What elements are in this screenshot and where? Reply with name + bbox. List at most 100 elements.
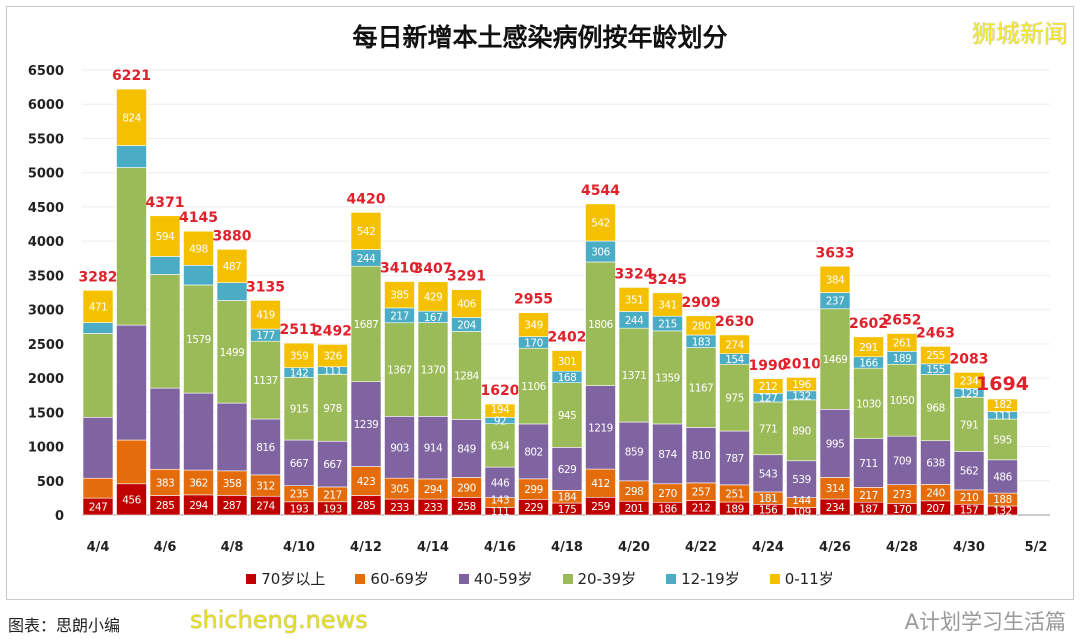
- segment-label: 539: [792, 474, 811, 486]
- bar-segment: [551, 382, 583, 448]
- segment-label: 667: [290, 458, 309, 470]
- segment-label: 193: [323, 503, 342, 515]
- legend-swatch: [666, 573, 677, 584]
- legend-swatch: [458, 573, 469, 584]
- segment-label: 157: [960, 505, 979, 517]
- bar-segment: [685, 347, 717, 428]
- segment-label: 240: [926, 488, 945, 500]
- segment-label: 168: [558, 372, 577, 384]
- bar-segment: [618, 327, 650, 423]
- segment-label: 810: [692, 450, 711, 462]
- segment-label: 144: [792, 495, 811, 507]
- bar-segment: [652, 423, 683, 485]
- bar-segment: [384, 281, 415, 309]
- segment-label: 634: [491, 440, 510, 452]
- segment-label: 234: [960, 375, 979, 387]
- segment-label: 201: [625, 503, 644, 515]
- bar-segment: [116, 439, 147, 485]
- bar-segment: [518, 347, 549, 425]
- segment-label: 874: [658, 449, 677, 461]
- segment-label: 183: [692, 336, 711, 348]
- segment-label: 358: [223, 478, 242, 490]
- bar-segment: [82, 322, 114, 334]
- bar-segment: [183, 230, 214, 266]
- y-tick-label: 2500: [28, 338, 64, 353]
- bar-segment: [585, 468, 616, 498]
- bar-segment: [116, 145, 147, 168]
- segment-label: 542: [591, 217, 610, 229]
- bar-segment: [417, 281, 449, 312]
- bar-segment: [116, 324, 147, 441]
- segment-label: 486: [993, 471, 1012, 483]
- y-tick-label: 4000: [28, 235, 64, 250]
- legend-item: 0-11岁: [769, 568, 834, 589]
- segment-label: 771: [759, 423, 778, 435]
- segment-label: 204: [457, 319, 476, 331]
- total-label: 2511: [280, 322, 319, 338]
- segment-label: 255: [926, 350, 945, 362]
- segment-label: 217: [859, 490, 878, 502]
- total-label: 2492: [313, 323, 352, 339]
- bar-segment: [484, 403, 516, 418]
- segment-label: 791: [960, 419, 979, 431]
- segment-label: 188: [993, 494, 1012, 506]
- total-label: 2630: [715, 314, 754, 330]
- segment-label: 406: [457, 299, 476, 311]
- segment-label: 186: [658, 504, 677, 516]
- segment-label: 446: [491, 477, 510, 489]
- bar-segment: [484, 466, 516, 498]
- segment-label: 326: [323, 351, 342, 363]
- x-tick-label: 4/16: [484, 540, 516, 555]
- x-tick-label: 4/30: [953, 540, 985, 555]
- segment-label: 193: [290, 503, 309, 515]
- segment-label: 859: [625, 446, 644, 458]
- segment-label: 711: [859, 458, 878, 470]
- segment-label: 1219: [588, 422, 613, 434]
- segment-label: 423: [357, 476, 376, 488]
- segment-label: 196: [792, 379, 811, 391]
- segment-label: 237: [826, 296, 845, 308]
- bar-segment: [551, 447, 583, 491]
- legend-swatch: [562, 573, 573, 584]
- segment-label: 194: [491, 404, 510, 416]
- segment-label: 189: [893, 353, 912, 365]
- segment-label: 167: [424, 312, 443, 324]
- segment-label: 215: [658, 319, 677, 331]
- segment-label: 244: [625, 315, 644, 327]
- watermark-top-right: 狮城新闻: [972, 20, 1068, 48]
- total-label: 4371: [146, 195, 185, 211]
- bar-segment: [886, 333, 918, 352]
- segment-label: 385: [390, 290, 409, 302]
- bar-segment: [216, 470, 248, 496]
- bar-segment: [283, 377, 315, 441]
- bar-segment: [149, 274, 181, 389]
- bar-segment: [719, 334, 750, 355]
- x-tick-label: 4/10: [283, 540, 315, 555]
- segment-label: 109: [792, 506, 811, 518]
- segment-label: 212: [759, 381, 778, 393]
- segment-label: 1469: [823, 354, 848, 366]
- y-tick-label: 5500: [28, 132, 64, 147]
- segment-label: 280: [692, 320, 711, 332]
- chart-title: 每日新增本土感染病例按年龄划分: [352, 23, 728, 52]
- segment-label: 542: [357, 226, 376, 238]
- segment-label: 498: [189, 243, 208, 255]
- segment-label: 301: [558, 356, 577, 368]
- segment-label: 273: [893, 489, 912, 501]
- segment-label: 127: [759, 393, 778, 405]
- legend-item: 20-39岁: [562, 568, 636, 589]
- y-tick-label: 500: [37, 475, 64, 490]
- segment-label: 306: [591, 246, 610, 258]
- segment-label: 92: [494, 416, 506, 428]
- legend-label: 60-69岁: [370, 570, 429, 588]
- legend-item: 60-69岁: [355, 568, 429, 589]
- bar-segment: [82, 417, 114, 479]
- segment-label: 229: [524, 502, 543, 514]
- bar-segment: [786, 377, 817, 392]
- segment-label: 207: [926, 503, 945, 515]
- bar-segment: [585, 203, 616, 242]
- total-label: 3135: [246, 279, 285, 295]
- segment-label: 189: [725, 504, 744, 516]
- bar-segment: [82, 333, 114, 418]
- bar-segment: [652, 330, 683, 425]
